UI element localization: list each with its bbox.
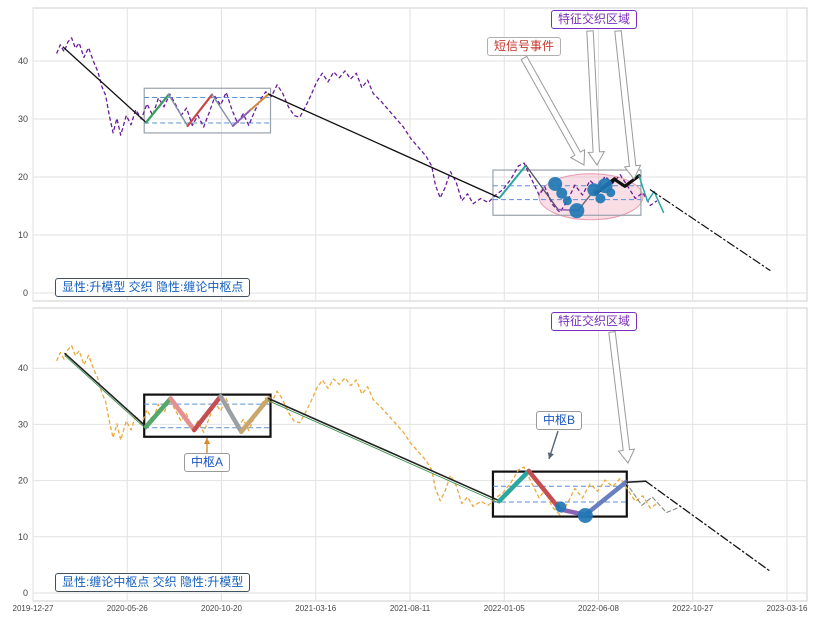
signal-dot — [569, 203, 585, 219]
x-tick-label: 2020-05-26 — [107, 604, 148, 613]
x-tick-label: 2021-08-11 — [390, 604, 431, 613]
x-tick-label: 2022-01-05 — [484, 604, 525, 613]
pointer-arrow-head — [203, 438, 211, 444]
y-tick-label: 10 — [18, 532, 28, 542]
panel-bottom: 0 10 20 30 40 — [18, 307, 808, 602]
signal-dot — [595, 193, 606, 204]
trend-segment — [649, 189, 771, 271]
y-tick-label: 40 — [18, 56, 28, 66]
trend-segment — [231, 108, 252, 127]
trend-segment — [191, 394, 223, 433]
trend-segment — [267, 93, 501, 199]
y-tick-label: 30 — [18, 114, 28, 124]
trend-segment — [268, 400, 500, 504]
x-tick-label: 2021-03-16 — [295, 604, 336, 613]
trend-segment — [498, 164, 527, 199]
signal-dot — [548, 176, 563, 191]
x-tick-label: 2022-06-08 — [578, 604, 619, 613]
trend-segment — [218, 394, 244, 434]
signal-dot — [577, 507, 593, 523]
trend-segment — [583, 480, 629, 518]
trend-segment — [624, 480, 647, 484]
annotation-feature-zone-bottom: 特征交织区域 — [551, 312, 638, 331]
x-tick-label: 2023-03-16 — [767, 604, 808, 613]
signal-dot — [555, 501, 567, 513]
signal-dot — [587, 183, 601, 197]
pivot-box — [492, 169, 642, 216]
pivot-box — [143, 393, 272, 438]
signal-dot — [562, 196, 572, 206]
x-tick-label: 2022-10-27 — [672, 604, 713, 613]
annotation-arrow — [608, 331, 636, 464]
label-bottom-model-mode: 显性:缠论中枢点 交织 隐性:升模型 — [55, 573, 251, 592]
annotation-arrow — [586, 30, 606, 166]
trend-segment — [497, 468, 532, 504]
trend-segment — [625, 481, 680, 514]
trend-segment — [249, 93, 270, 111]
trend-segment — [267, 397, 501, 502]
trend-segment — [239, 396, 271, 434]
pointer-arrow-head — [547, 452, 554, 459]
trend-segment — [64, 352, 147, 428]
panel-top: 0 10 20 30 40 — [18, 7, 808, 302]
trend-segment — [167, 93, 189, 127]
trend-segment — [143, 396, 173, 429]
y-tick-label: 20 — [18, 172, 28, 182]
annotation-short-signal: 短信号事件 — [487, 37, 562, 56]
annotation-pivot-a: 中枢A — [184, 453, 231, 472]
annotation-arrow — [614, 30, 642, 180]
trend-segment — [62, 46, 147, 124]
annotation-arrow — [520, 55, 586, 166]
trend-segment — [64, 355, 147, 430]
x-tick-label: 2020-10-20 — [201, 604, 242, 613]
trend-segment — [525, 164, 559, 211]
trend-segment — [168, 396, 197, 433]
y-tick-label: 10 — [18, 230, 28, 240]
y-tick-label: 0 — [23, 288, 28, 298]
y-tick-label: 0 — [23, 588, 28, 598]
y-tick-label: 40 — [18, 363, 28, 373]
trend-segment — [526, 468, 563, 512]
annotation-pivot-b: 中枢B — [536, 411, 583, 430]
signal-dot — [606, 188, 616, 198]
trend-segment — [186, 93, 214, 128]
annotation-feature-zone-top: 特征交织区域 — [551, 10, 638, 29]
label-top-model-mode: 显性:升模型 交织 隐性:缠论中枢点 — [55, 278, 251, 297]
price-line-bottom — [56, 345, 658, 516]
y-tick-label: 20 — [18, 476, 28, 486]
x-tick-label: 2019-12-27 — [13, 604, 54, 613]
trend-segment — [145, 93, 170, 124]
trend-segment — [638, 175, 665, 214]
pivot-box — [491, 470, 628, 518]
y-tick-label: 30 — [18, 419, 28, 429]
signal-dot — [556, 187, 568, 199]
trend-segment — [211, 93, 234, 127]
panel-frame — [32, 7, 808, 302]
trend-segment — [644, 480, 771, 572]
pivot-box — [143, 87, 272, 134]
